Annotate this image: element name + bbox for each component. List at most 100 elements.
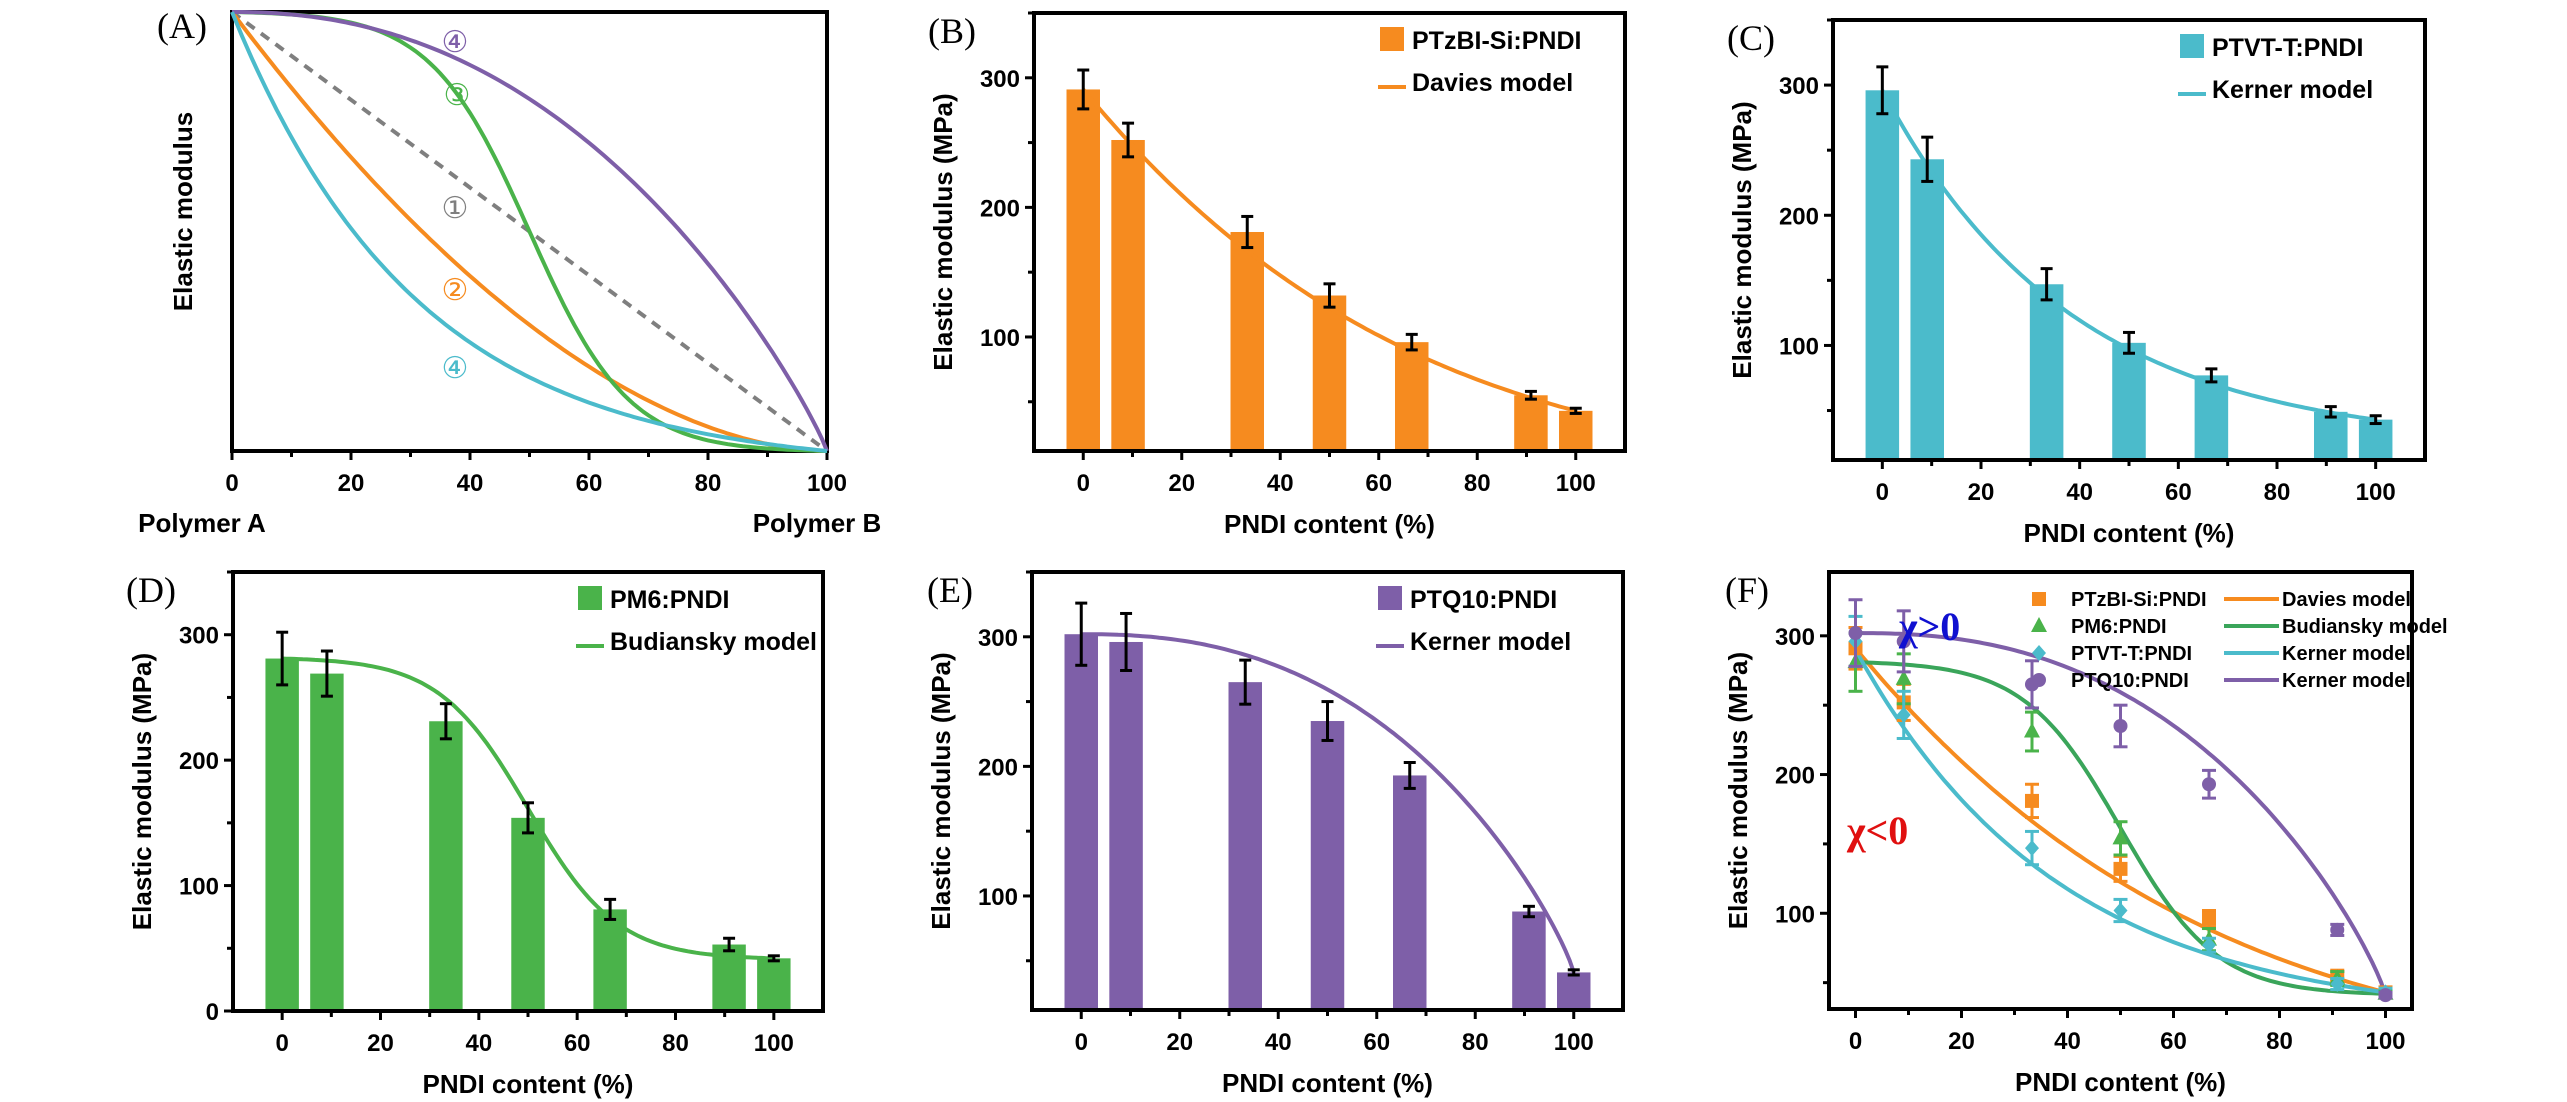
y-tick-label: 300 <box>1775 624 1815 651</box>
x-tick-label: 100 <box>2356 479 2396 506</box>
x-tick-label: 60 <box>2165 479 2192 506</box>
bar <box>1066 89 1100 449</box>
curve-annotation-4-lower: ④ <box>442 351 469 386</box>
legend-swatch-bar <box>2180 34 2204 58</box>
chi-positive-annotation: χ>0 <box>1898 604 1960 649</box>
y-axis-title: Elastic modulus (MPa) <box>1723 652 1753 929</box>
marker-diamond <box>2202 937 2217 954</box>
x-tick-label: 80 <box>1464 470 1491 497</box>
x-tick-label: 80 <box>2264 479 2291 506</box>
marker-square <box>2202 911 2217 926</box>
legend-label-series: PTVT-T:PNDI <box>2071 643 2192 665</box>
y-tick-label: 200 <box>1779 203 1819 230</box>
legend-label-bar: PTzBI-Si:PNDI <box>1412 27 1581 55</box>
model-curve-2 <box>230 10 828 453</box>
x-tick-label: 0 <box>1075 1029 1088 1056</box>
marker-circle <box>2330 922 2345 937</box>
bar <box>757 958 791 1009</box>
panel-a: 0 20 40 60 80 100 Polymer A Polymer B Elastic mo… <box>138 6 881 538</box>
bar <box>1865 90 1900 458</box>
legend-label-series: PTzBI-Si:PNDI <box>2071 589 2207 611</box>
x-tick-label: 40 <box>2066 479 2093 506</box>
model-curve-4-lower <box>230 11 828 453</box>
marker-triangle <box>2023 722 2040 738</box>
x-tick-label: 20 <box>1166 1029 1193 1056</box>
bar <box>511 817 545 1009</box>
panel-label: (E) <box>927 570 973 610</box>
y-axis-title: Elastic modulus (MPa) <box>928 93 958 370</box>
bar <box>1514 395 1548 449</box>
x-tick-label: 0 <box>1849 1028 1862 1055</box>
x-axis-title: PNDI content (%) <box>2024 518 2235 548</box>
polymer-b-label: Polymer B <box>753 508 882 538</box>
x-axis-title: PNDI content (%) <box>1222 1068 1433 1098</box>
y-axis-title: Elastic modulus (MPa) <box>127 653 157 930</box>
bar <box>1512 911 1546 1008</box>
panel-label: (C) <box>1727 18 1775 58</box>
x-tick-label: 0 <box>275 1030 288 1057</box>
x-tick-label: 40 <box>1267 470 1294 497</box>
bar <box>1557 972 1591 1008</box>
y-tick-label: 300 <box>980 66 1020 93</box>
x-tick-label: 80 <box>2266 1028 2293 1055</box>
legend-label-model: Kerner model <box>2212 76 2373 104</box>
bar <box>2358 419 2393 458</box>
y-tick-label: 300 <box>179 623 219 650</box>
marker-square <box>2024 793 2039 808</box>
curve-annotation-2: ② <box>442 273 469 308</box>
y-tick-label: 100 <box>1779 333 1819 360</box>
legend-label-model: Budiansky model <box>610 628 817 656</box>
bar <box>1111 139 1145 449</box>
y-tick-label: 100 <box>978 884 1018 911</box>
y-tick-label: 300 <box>1779 73 1819 100</box>
marker-diamond <box>2113 902 2128 919</box>
marker-square <box>2032 592 2046 606</box>
legend-label-series: PM6:PNDI <box>2071 616 2167 638</box>
bar <box>1109 641 1143 1008</box>
x-tick-label: 60 <box>2160 1028 2187 1055</box>
x-tick-label: 0 <box>1876 479 1889 506</box>
bar <box>1559 410 1593 449</box>
x-tick-label: 60 <box>564 1030 591 1057</box>
bar <box>1312 295 1347 449</box>
bar <box>2029 284 2064 458</box>
bar <box>2112 342 2146 458</box>
panel-e: 0 20 40 60 80 100 100 200 300 PNDI content (%) Ela… <box>926 570 1625 1098</box>
marker-circle <box>1896 634 1911 649</box>
x-tick-label: 100 <box>1556 470 1596 497</box>
x-tick-label: 60 <box>1363 1029 1390 1056</box>
bar <box>1310 721 1345 1008</box>
bar <box>2194 375 2229 458</box>
bar <box>1910 159 1944 458</box>
y-tick-label: 300 <box>978 625 1018 652</box>
panel-label: (A) <box>157 6 207 46</box>
x-tick-label: 60 <box>1365 470 1392 497</box>
panel-label: (D) <box>126 570 176 610</box>
legend-label-model: Kerner model <box>1410 628 1571 656</box>
y-tick-label: 0 <box>206 999 219 1026</box>
x-tick-label: 40 <box>2054 1028 2081 1055</box>
model-curve-4-upper <box>232 10 829 452</box>
marker-triangle <box>2031 617 2047 632</box>
model-curve <box>1081 632 1576 974</box>
legend-swatch-bar <box>1380 27 1404 51</box>
y-axis-title: Elastic modulus <box>168 112 198 311</box>
legend-label-series: PTQ10:PNDI <box>2071 670 2189 692</box>
y-tick-label: 200 <box>980 195 1020 222</box>
x-axis-title: PNDI content (%) <box>2015 1067 2226 1097</box>
marker-circle <box>2032 673 2046 687</box>
x-tick-label: 20 <box>1168 470 1195 497</box>
bar <box>1230 232 1264 449</box>
legend-label-model: Kerner model <box>2282 643 2411 665</box>
polymer-a-label: Polymer A <box>138 508 266 538</box>
marker-triangle <box>2112 829 2129 845</box>
bar <box>1228 682 1262 1008</box>
x-tick-label: 20 <box>1948 1028 1975 1055</box>
panel-label: (B) <box>928 11 976 51</box>
x-tick-label: 40 <box>457 470 484 497</box>
x-tick-label: 80 <box>1462 1029 1489 1056</box>
x-axis-title: PNDI content (%) <box>1224 509 1435 539</box>
marker-triangle <box>1895 669 1912 685</box>
x-tick-label: 100 <box>2365 1028 2405 1055</box>
